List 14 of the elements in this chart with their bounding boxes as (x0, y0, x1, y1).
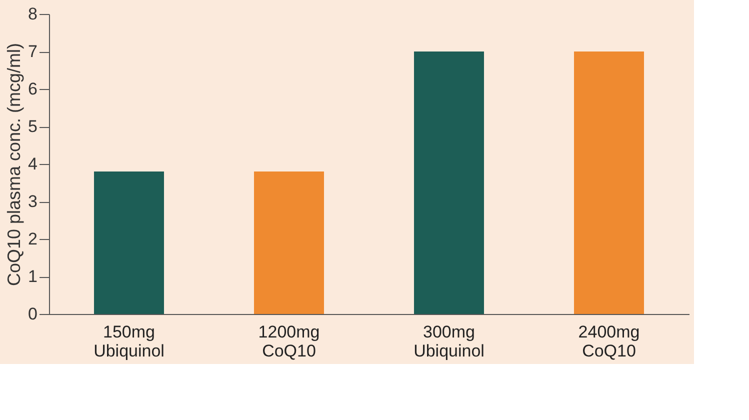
y-tick-label: 7 (28, 42, 38, 61)
y-tick-label: 8 (28, 4, 38, 24)
y-tick-label: 0 (28, 304, 38, 324)
x-tick-label: 150mg Ubiquinol (94, 322, 164, 360)
y-tick-label: 2 (28, 230, 38, 248)
y-axis-title: CoQ10 plasma conc. (mcg/ml) (4, 42, 24, 286)
y-tick-label: 6 (28, 80, 38, 98)
x-tick-label: 1200mg CoQ10 (258, 322, 320, 360)
x-tick-label: 2400mg CoQ10 (578, 322, 640, 360)
y-tick-label: 1 (28, 267, 38, 286)
y-tick-label: 3 (28, 192, 38, 211)
y-tick-label: 4 (28, 154, 38, 174)
y-tick-label: 5 (28, 117, 38, 136)
x-tick-label: 300mg Ubiquinol (414, 322, 484, 360)
